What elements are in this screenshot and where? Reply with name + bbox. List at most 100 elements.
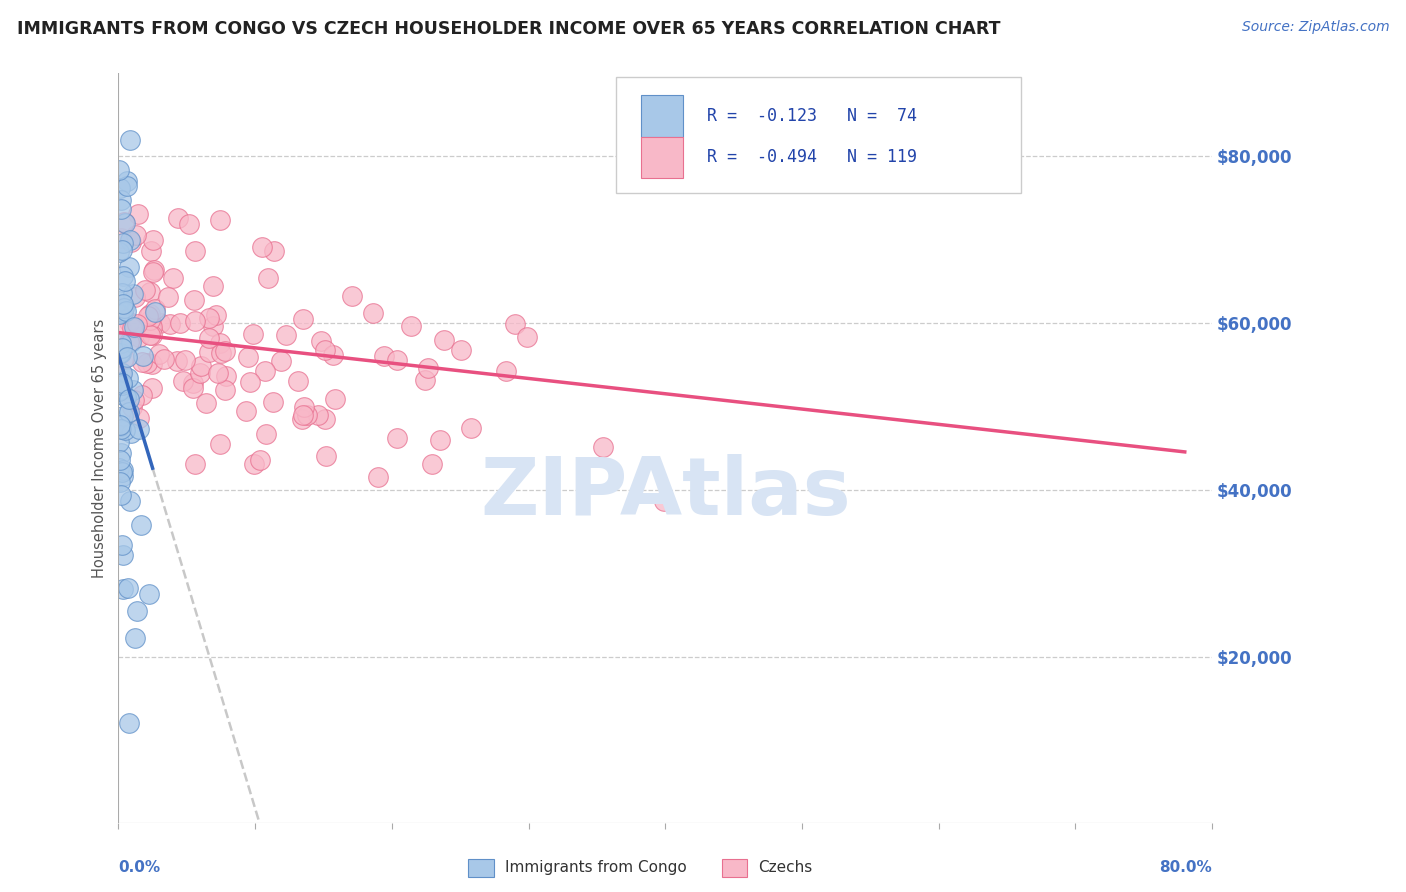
Point (183, 293, 205, 307)
Point (131, 388, 153, 402)
Point (108, 460, 131, 475)
Point (340, 289, 363, 303)
Point (108, 418, 131, 433)
Point (112, 548, 135, 562)
Point (128, 422, 150, 436)
Point (159, 317, 181, 331)
Point (127, 317, 149, 331)
Point (295, 409, 318, 423)
FancyBboxPatch shape (641, 95, 683, 136)
Point (138, 309, 160, 323)
Point (214, 383, 236, 397)
Point (385, 353, 408, 368)
Point (108, 383, 131, 397)
Point (117, 581, 139, 595)
Point (256, 271, 278, 285)
Point (183, 244, 205, 259)
Point (118, 334, 141, 349)
Point (141, 381, 163, 395)
Point (181, 376, 204, 391)
Point (143, 305, 166, 319)
Point (112, 296, 135, 310)
Point (181, 381, 204, 395)
Point (309, 334, 332, 348)
Point (111, 468, 134, 483)
Point (291, 408, 314, 422)
Point (110, 538, 132, 552)
Point (108, 346, 131, 360)
Point (110, 231, 132, 245)
Point (138, 327, 160, 342)
Point (292, 400, 315, 414)
Point (110, 343, 132, 358)
Point (516, 330, 538, 344)
Point (242, 326, 264, 341)
Point (209, 345, 232, 359)
Point (125, 227, 148, 242)
Point (495, 363, 517, 377)
Y-axis label: Householder Income Over 65 years: Householder Income Over 65 years (93, 318, 107, 578)
Point (118, 405, 141, 419)
Point (172, 375, 194, 389)
Point (413, 373, 436, 387)
Point (128, 411, 150, 425)
Point (110, 375, 132, 389)
Point (110, 336, 132, 351)
Point (169, 316, 191, 330)
Point (111, 409, 134, 423)
Point (422, 457, 444, 471)
Point (198, 345, 221, 359)
Point (110, 202, 132, 216)
Point (141, 319, 163, 334)
Point (149, 316, 172, 330)
Point (253, 364, 276, 378)
Point (367, 470, 389, 484)
Point (110, 376, 132, 391)
Point (117, 370, 139, 384)
Point (184, 314, 207, 328)
Point (112, 582, 135, 596)
Point (188, 366, 211, 380)
Point (249, 453, 271, 467)
Point (117, 392, 139, 406)
Point (270, 354, 292, 368)
Point (108, 475, 131, 489)
Point (387, 431, 409, 445)
Point (205, 309, 228, 323)
Point (115, 350, 138, 364)
Point (112, 301, 135, 316)
Point (194, 396, 217, 410)
Text: Source: ZipAtlas.com: Source: ZipAtlas.com (1241, 20, 1389, 34)
Point (190, 359, 212, 373)
Point (138, 587, 160, 601)
Point (209, 437, 232, 451)
Point (112, 462, 135, 476)
Point (108, 244, 131, 259)
Point (208, 336, 231, 351)
Point (122, 383, 145, 397)
Point (114, 274, 136, 288)
Point (111, 243, 134, 257)
Text: ZIPAtlas: ZIPAtlas (479, 454, 851, 533)
Point (315, 449, 337, 463)
Point (135, 356, 157, 370)
Point (108, 307, 131, 321)
Point (111, 342, 134, 356)
Point (114, 389, 136, 403)
Point (142, 262, 165, 277)
Point (121, 400, 143, 414)
Point (114, 304, 136, 318)
Point (143, 301, 166, 316)
Point (131, 349, 153, 363)
Point (262, 395, 284, 409)
Point (263, 244, 285, 258)
Point (127, 207, 149, 221)
Text: R =  -0.123   N =  74: R = -0.123 N = 74 (707, 107, 917, 125)
Point (239, 375, 262, 389)
Point (139, 313, 162, 327)
Point (111, 465, 134, 479)
Point (118, 494, 141, 508)
Point (124, 290, 146, 304)
FancyBboxPatch shape (616, 77, 1021, 193)
Point (254, 427, 277, 442)
